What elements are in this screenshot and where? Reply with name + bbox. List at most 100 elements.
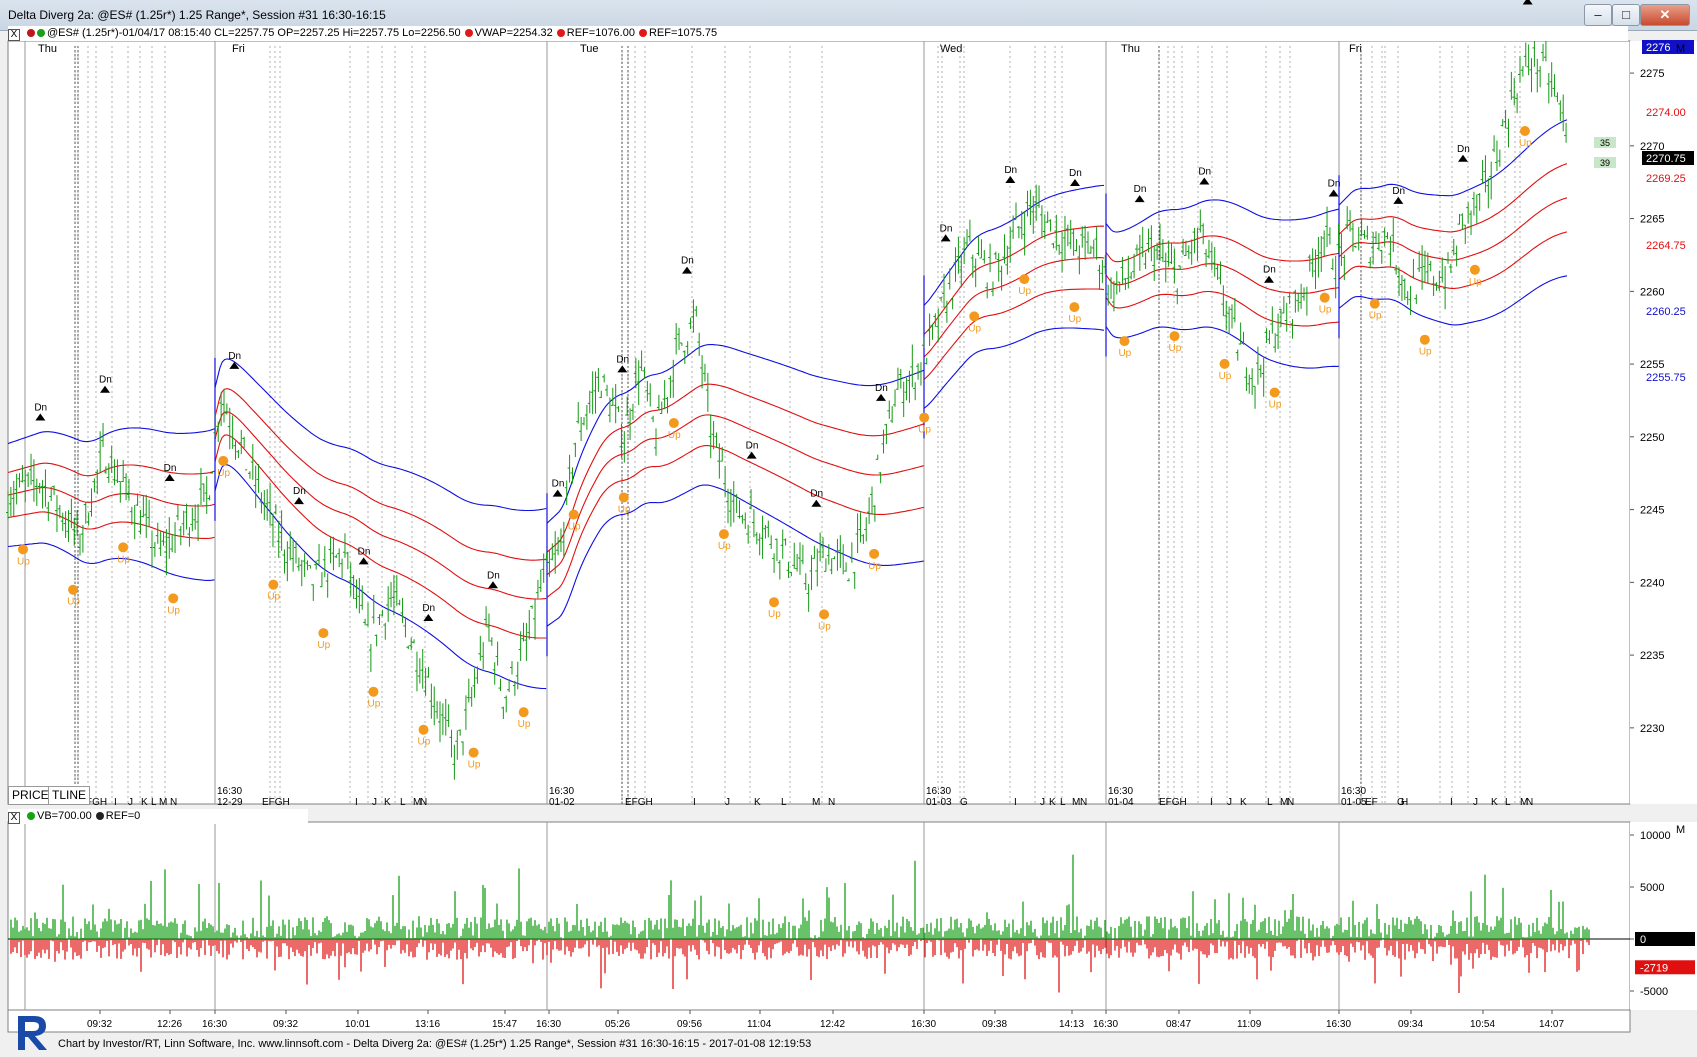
time-label: 11:09 — [1237, 1019, 1262, 1030]
dn-signal-label: Dn — [1263, 265, 1276, 276]
vol-last-tag-bg — [1635, 960, 1695, 975]
ref1-value: REF=1076.00 — [566, 27, 635, 39]
up-signal-icon — [1119, 336, 1130, 347]
period-letter: M — [1280, 797, 1288, 808]
close-button[interactable]: ✕ — [1640, 4, 1690, 26]
close-pane-icon[interactable]: X — [8, 29, 20, 41]
price-tick-label: 2235 — [1640, 650, 1664, 662]
close-lower-pane-icon[interactable]: X — [8, 812, 20, 824]
dn-signal-icon — [1005, 175, 1016, 183]
time-label: 16:30 — [202, 1019, 227, 1030]
dn-signal-label: Dn — [552, 479, 565, 490]
period-letter: J — [1473, 797, 1478, 808]
ref-dot-icon — [95, 812, 104, 820]
day-label: Thu — [1121, 43, 1140, 55]
price-tag-red2-bg — [1642, 171, 1694, 185]
maximize-button[interactable]: □ — [1612, 4, 1640, 26]
period-letter: L — [781, 797, 787, 808]
dn-signal-icon — [1264, 275, 1274, 283]
symbol-dot2-icon — [37, 29, 45, 37]
price-tick-label: 2240 — [1640, 577, 1664, 589]
dn-signal-label: Dn — [1069, 168, 1082, 179]
up-signal-label: Up — [568, 521, 581, 532]
deviation-band-blue — [7, 427, 215, 445]
up-signal-label: Up — [668, 430, 681, 441]
price-tag-blue1: 2260.25 — [1646, 306, 1686, 318]
dn-signal-icon — [940, 234, 951, 242]
time-label: 16:30 — [1326, 1019, 1351, 1030]
period-letter: L — [1060, 797, 1066, 808]
dn-signal-label: Dn — [358, 546, 371, 557]
period-letter: N — [170, 797, 177, 808]
badge-bg — [1594, 157, 1616, 168]
price-tick-label: 2270 — [1640, 141, 1664, 153]
dn-signal-icon — [811, 499, 822, 507]
vwap-band-red — [1338, 231, 1568, 289]
deviation-band-blue — [1338, 119, 1568, 206]
minimize-button[interactable]: – — [1584, 4, 1612, 26]
dn-signal-icon — [1522, 0, 1533, 5]
dn-signal-icon — [682, 266, 692, 274]
price-tick-label: 2245 — [1640, 505, 1664, 517]
up-signal-label: Up — [1018, 286, 1031, 297]
period-letter: M — [413, 797, 421, 808]
vwap-band-red — [214, 411, 547, 600]
dn-signal-icon — [358, 557, 369, 565]
price-info-bar: X @ES# (1.25r*)-01/04/17 08:15:40 CL=2257… — [8, 26, 1628, 41]
vb-value: VB=700.00 — [37, 810, 92, 822]
period-letter: I — [355, 797, 358, 808]
dn-signal-label: Dn — [228, 351, 241, 362]
period-letter: K — [754, 797, 761, 808]
dn-signal-label: Dn — [487, 570, 500, 581]
period-letter: EF — [1365, 797, 1378, 808]
day-label: Fri — [232, 43, 245, 55]
dn-signal-label: Dn — [940, 223, 953, 234]
dn-signal-icon — [164, 474, 175, 482]
time-label: 05:26 — [605, 1019, 630, 1030]
volume-axis-bg — [1630, 822, 1697, 1010]
session-date-label: 01-04 — [1108, 797, 1134, 808]
deviation-band-blue — [546, 484, 924, 627]
up-signal-label: Up — [1068, 314, 1081, 325]
period-letter: M — [1072, 797, 1080, 808]
up-signal-label: Up — [1319, 305, 1332, 316]
period-letter: L — [151, 797, 157, 808]
time-label: 15:47 — [492, 1019, 517, 1030]
dn-signal-icon — [1070, 178, 1080, 186]
dn-signal-icon — [488, 581, 498, 589]
period-letter: I — [1210, 797, 1213, 808]
up-signal-icon — [1369, 298, 1380, 309]
up-signal-icon — [1319, 292, 1330, 303]
dn-signal-label: Dn — [746, 441, 759, 452]
price-pane — [7, 40, 1631, 805]
price-tag-close: 2270.75 — [1646, 153, 1686, 165]
dn-signal-label: Dn — [875, 383, 888, 394]
up-signal-icon — [368, 686, 379, 697]
price-tag-red3-bg — [1642, 238, 1694, 252]
price-tick-label: 2230 — [1640, 723, 1664, 735]
dn-signal-icon — [876, 393, 886, 401]
up-signal-label: Up — [618, 504, 631, 515]
up-signal-label: Up — [1419, 347, 1432, 358]
tab-tline[interactable]: TLINE — [48, 786, 91, 805]
symbol-dot-icon — [27, 29, 35, 37]
deviation-band-blue — [1338, 275, 1568, 326]
vwap-band-red — [214, 434, 547, 639]
up-signal-icon — [1469, 264, 1480, 275]
footer-text: Chart by Investor/RT, Linn Software, Inc… — [58, 1038, 812, 1050]
deviation-band-blue — [923, 327, 1105, 409]
dn-signal-label: Dn — [1392, 186, 1405, 197]
vwap-band-red — [546, 414, 924, 576]
day-label: Fri — [1349, 43, 1362, 55]
up-signal-label: Up — [17, 556, 30, 567]
up-signal-label: Up — [818, 621, 831, 632]
up-signal-icon — [518, 707, 529, 718]
period-letter: J — [128, 797, 133, 808]
period-letter: K — [1240, 797, 1247, 808]
up-signal-icon — [768, 597, 779, 608]
price-tag-blue2: 2255.75 — [1646, 372, 1686, 384]
tab-price[interactable]: PRICE — [8, 786, 53, 805]
volume-tick-label: -5000 — [1640, 986, 1668, 998]
day-label: Tue — [580, 43, 599, 55]
up-signal-label: Up — [167, 605, 180, 616]
